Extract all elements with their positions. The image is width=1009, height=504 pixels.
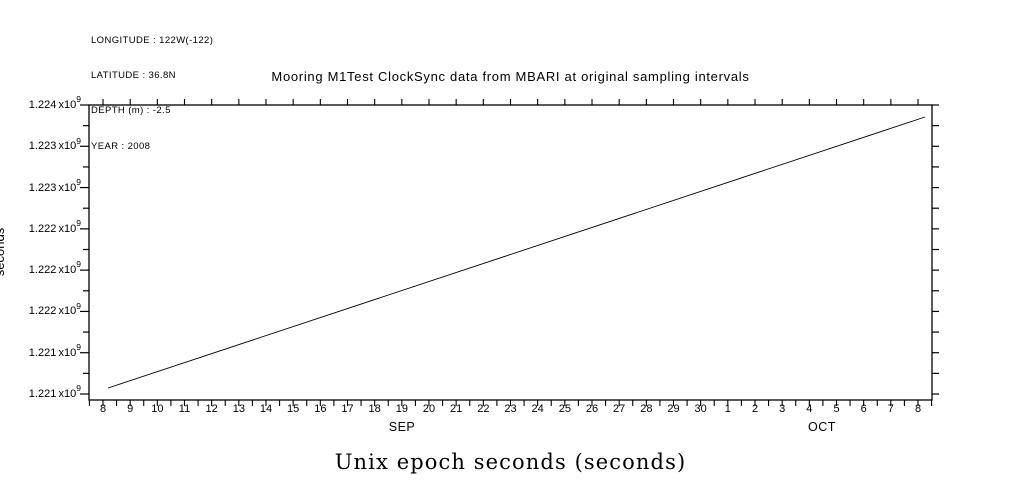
y-tick-label: 1.221 x109: [28, 342, 81, 359]
x-tick-label: 3: [779, 403, 786, 415]
y-axis-rotated-label: seconds: [0, 227, 7, 277]
x-tick-label: 11: [178, 403, 191, 415]
metadata-longitude: LONGITUDE : 122W(-122): [91, 34, 214, 46]
x-tick-label: 22: [477, 403, 490, 415]
y-tick-label: 1.222 x109: [28, 218, 81, 235]
month-label-sep: SEP: [388, 420, 416, 434]
x-tick-label: 6: [860, 403, 867, 415]
x-tick-label: 15: [287, 403, 300, 415]
plot-title: Mooring M1Test ClockSync data from MBARI…: [271, 69, 750, 84]
x-tick-label: 5: [833, 403, 840, 415]
x-tick-label: 8: [914, 403, 922, 415]
month-label-oct: OCT: [808, 420, 836, 434]
x-tick-label: 1: [724, 403, 731, 415]
x-tick-label: 9: [127, 403, 134, 415]
y-tick-label: 1.221 x109: [28, 383, 81, 400]
x-tick-label: 10: [151, 403, 164, 415]
x-tick-label: 8: [99, 403, 107, 415]
data-line: [107, 116, 926, 389]
x-tick-label: 26: [585, 403, 599, 415]
plot-frame: [88, 104, 933, 401]
y-tick-label: 1.223 x109: [28, 176, 81, 194]
x-tick-label: 13: [232, 403, 245, 415]
x-tick-label: 29: [667, 403, 680, 415]
x-tick-label: 17: [341, 403, 354, 415]
x-tick-label: 7: [887, 403, 894, 415]
metadata-latitude: LATITUDE : 36.8N: [91, 69, 176, 81]
y-tick-label: 1.223 x109: [28, 135, 81, 153]
x-tick-label: 16: [314, 403, 327, 415]
x-tick-label: 19: [395, 403, 408, 415]
x-tick-label: 21: [450, 403, 463, 415]
x-tick-label: 2: [751, 403, 759, 415]
x-tick-label: 14: [259, 403, 273, 415]
x-tick-label: 12: [205, 403, 218, 415]
station-metadata: LONGITUDE : 122W(-122) LATITUDE : 36.8N …: [91, 11, 213, 176]
x-tick-label: 28: [640, 403, 653, 415]
x-tick-label: 30: [694, 403, 707, 415]
x-axis-title: Unix epoch seconds (seconds): [334, 450, 687, 474]
x-tick-label: 24: [531, 403, 544, 415]
metadata-year: YEAR : 2008: [91, 140, 151, 152]
x-tick-label: 25: [558, 403, 571, 415]
y-tick-label: 1.222 x109: [28, 300, 81, 318]
x-tick-label: 4: [806, 403, 813, 415]
y-tick-label: 1.222 x109: [28, 259, 81, 277]
x-tick-label: 27: [613, 403, 626, 415]
x-tick-label: 23: [504, 403, 517, 415]
x-tick-label: 20: [422, 403, 436, 415]
y-tick-label: 1.224 x109: [28, 94, 81, 111]
metadata-depth: DEPTH (m) : -2.5: [91, 105, 171, 117]
x-tick-label: 18: [368, 403, 381, 415]
